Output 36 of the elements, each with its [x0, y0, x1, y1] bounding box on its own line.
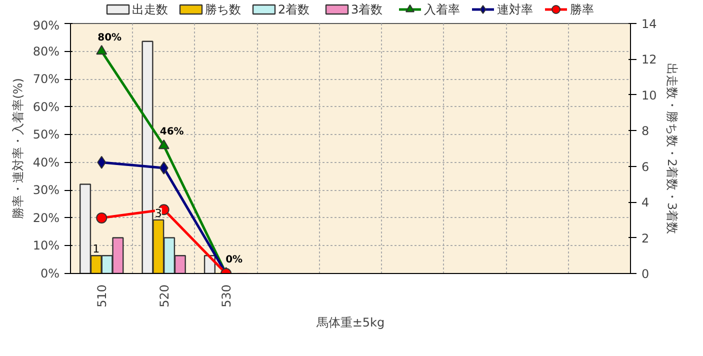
y-tick-label: 50% [32, 128, 60, 142]
x-tick-label: 510 [95, 284, 110, 308]
data-label: 80% [98, 32, 122, 44]
x-tick-label: 520 [157, 284, 172, 308]
y-tick-label: 20% [32, 210, 60, 225]
y-tick-label: 80% [32, 44, 60, 58]
y-tick-label: 0% [40, 266, 60, 280]
legend-label: 勝率 [570, 2, 594, 16]
y2-tick-label: 0 [642, 267, 650, 281]
y-tick-label: 30% [32, 183, 60, 198]
y-tick-label: 60% [32, 100, 60, 114]
y2-tick-label: 10 [642, 88, 657, 102]
data-label: 0% [226, 254, 243, 266]
y-tick-label: 70% [32, 72, 60, 86]
y2-tick-label: 2 [642, 231, 650, 246]
legend-label: 勝ち数 [205, 2, 241, 16]
data-label: 3 [154, 206, 162, 220]
y-axis-title: 勝率・連対率・入着率(%) [10, 78, 25, 219]
legend-label: 入着率 [424, 2, 460, 16]
y2-tick-label: 12 [642, 52, 657, 67]
y2-tick-label: 4 [642, 196, 650, 210]
y2-tick-label: 14 [642, 17, 657, 31]
data-label: 1 [92, 242, 100, 256]
x-tick-label: 530 [220, 284, 234, 308]
y-tick-label: 40% [32, 155, 60, 170]
y-tick-label: 10% [32, 238, 60, 253]
legend-label: 連対率 [497, 2, 533, 16]
y2-tick-label: 8 [642, 124, 650, 138]
data-label: 46% [160, 126, 184, 138]
x-axis-title: 馬体重±5kg [315, 315, 385, 330]
y2-axis-title: 出走数・勝ち数・2着数・3着数 [664, 62, 679, 234]
y-tick-label: 90% [32, 18, 60, 32]
legend-label: 2着数 [278, 2, 310, 16]
legend-label: 3着数 [351, 2, 383, 16]
y2-tick-label: 6 [642, 160, 650, 174]
legend-label: 出走数 [132, 2, 168, 16]
